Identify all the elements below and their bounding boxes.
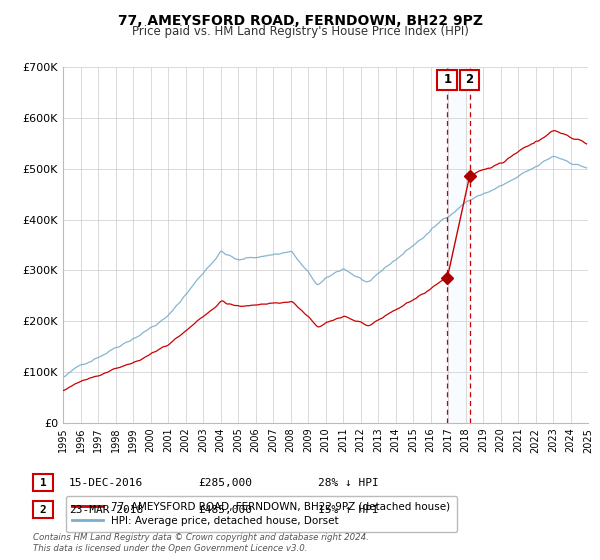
Text: 28% ↓ HPI: 28% ↓ HPI bbox=[318, 478, 379, 488]
Text: 2: 2 bbox=[40, 505, 47, 515]
Text: 15% ↑ HPI: 15% ↑ HPI bbox=[318, 505, 379, 515]
Legend: 77, AMEYSFORD ROAD, FERNDOWN, BH22 9PZ (detached house), HPI: Average price, det: 77, AMEYSFORD ROAD, FERNDOWN, BH22 9PZ (… bbox=[65, 496, 457, 532]
Bar bbox=[448, 67, 470, 423]
Text: 1: 1 bbox=[443, 73, 451, 86]
Text: 2: 2 bbox=[466, 73, 473, 86]
Text: 77, AMEYSFORD ROAD, FERNDOWN, BH22 9PZ: 77, AMEYSFORD ROAD, FERNDOWN, BH22 9PZ bbox=[118, 14, 482, 28]
Text: £485,000: £485,000 bbox=[198, 505, 252, 515]
Text: 1: 1 bbox=[40, 478, 47, 488]
Text: Price paid vs. HM Land Registry's House Price Index (HPI): Price paid vs. HM Land Registry's House … bbox=[131, 25, 469, 38]
Text: £285,000: £285,000 bbox=[198, 478, 252, 488]
Text: 23-MAR-2018: 23-MAR-2018 bbox=[69, 505, 143, 515]
Text: Contains HM Land Registry data © Crown copyright and database right 2024.
This d: Contains HM Land Registry data © Crown c… bbox=[33, 533, 369, 553]
Text: 15-DEC-2016: 15-DEC-2016 bbox=[69, 478, 143, 488]
